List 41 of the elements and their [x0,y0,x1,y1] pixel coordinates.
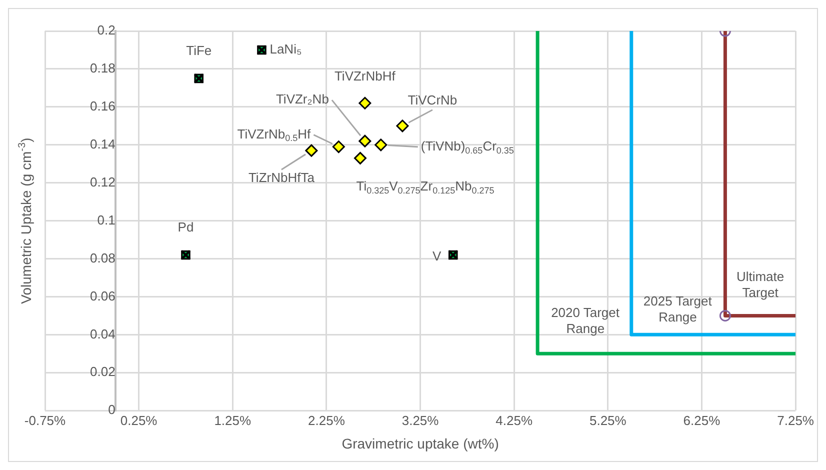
series-label: V [432,248,442,264]
series-label: Pd [178,220,194,235]
y-tick-label: 0.16 [90,98,116,114]
x-tick-label: 7.25% [777,412,814,428]
y-tick-label: 0.1 [97,212,116,228]
y-tick-label: 0.14 [90,136,116,152]
annotation: Ultimate Target [736,268,784,300]
series-label: LaNi₅ [270,42,302,57]
point [396,120,409,132]
x-tick-label: 3.25% [402,412,440,428]
point [354,152,366,164]
annotation: 2025 Target Range [643,294,712,325]
y-tick-label: 0 [108,402,116,418]
y-tick-label: 0.12 [90,174,116,190]
series-label: TiZrNbHfTa [248,170,316,186]
y-tick-label: 0.04 [90,326,116,342]
y-tick-label: 0.18 [90,60,116,76]
x-axis-title: Gravimetric uptake (wt%) [342,435,499,452]
y-tick-label: 0.08 [90,250,116,266]
y-tick-label: 0.02 [90,364,116,380]
text: TiVZr₂Nb [276,92,329,107]
y-axis-title: Volumetric Uptake (g cm-3) [16,138,34,304]
series-label: TiFe [186,43,212,58]
point [358,96,372,110]
point [305,144,318,157]
x-tick-label: 5.25% [589,412,627,428]
x-tick-label: 0.25% [120,412,158,428]
y-tick-label: 0.2 [97,22,116,38]
point [374,138,388,152]
series-label: TiVCrNb [408,92,458,108]
series-label: TiVZrNbHf [334,68,396,84]
x-tick-label: 2.25% [308,412,346,428]
x-tick-label: 4.25% [496,412,533,428]
point [332,140,345,154]
x-tick-label: 1.25% [214,412,252,428]
x-tick-label: 6.25% [683,412,721,428]
annotation: 2020 Target Range [551,304,620,336]
point [719,310,731,322]
x-tick-label: -0.75% [24,412,66,428]
y-tick-label: 0.06 [90,288,116,304]
point [358,134,372,148]
